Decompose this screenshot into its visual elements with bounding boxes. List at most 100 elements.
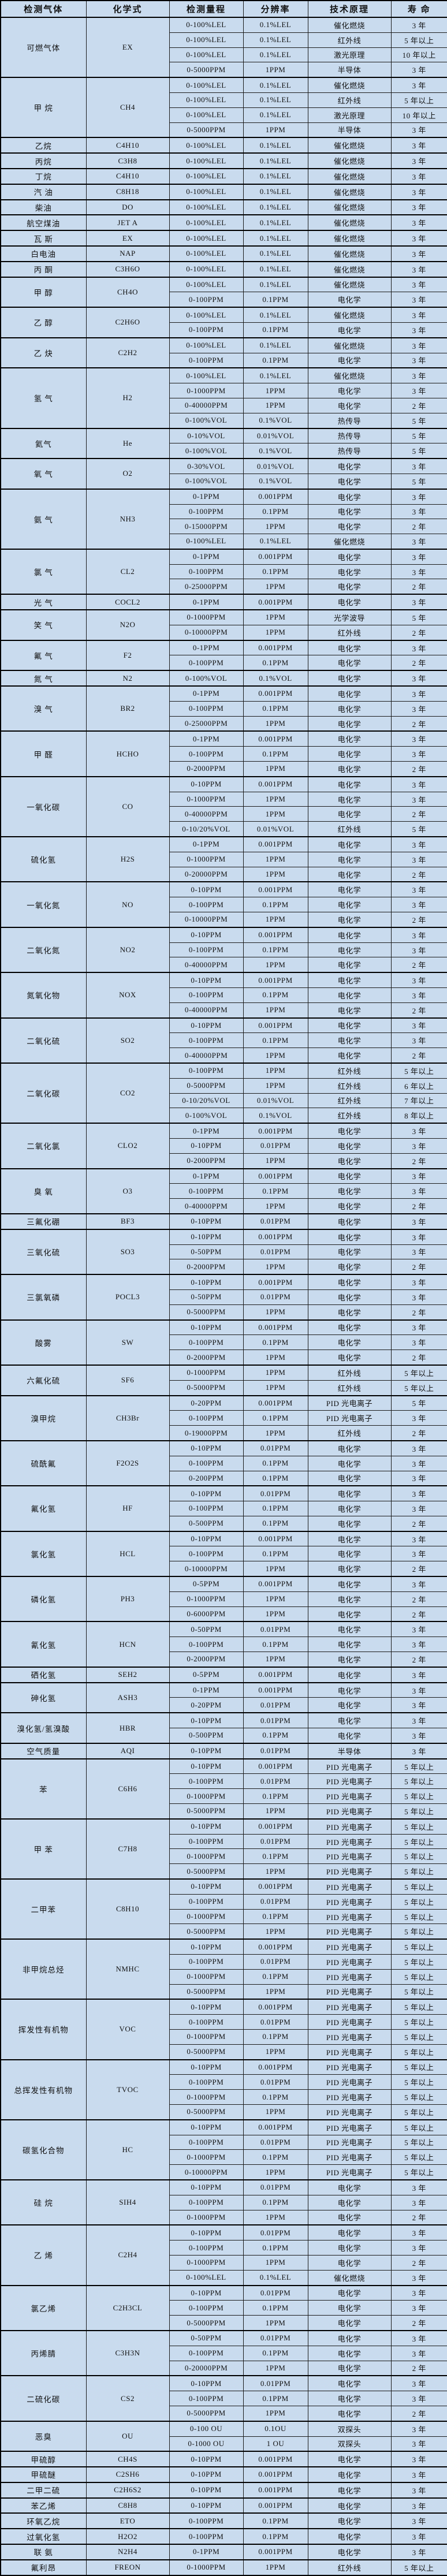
formula-cell: AQI (85, 1742, 170, 1759)
resolution-cell: 0.001PPM (243, 639, 308, 656)
table-row: 0-10000PPM 1PPM 电化学 2 年 (1, 912, 447, 928)
principle-cell: 红外线 (307, 1108, 392, 1124)
table-row: 0-10/20%VOL 0.01%VOL 红外线 7 年以上 (1, 1093, 447, 1109)
principle-cell: 电化学 (307, 1334, 392, 1351)
principle-cell: 电化学 (307, 564, 392, 580)
resolution-cell: 0.1%LEL (243, 199, 308, 215)
table-row: 0-5000PPM 1PPM PID 光电离子 5 年以上 (1, 1984, 447, 2000)
table-row: 甲硫醇 CH4S 0-10PPM 0.001PPM 电化学 3 年 (0, 2451, 447, 2467)
life-cell: 3 年 (390, 1728, 447, 1744)
principle-cell: 催化燃烧 (307, 367, 392, 384)
life-cell: 3 年 (390, 504, 447, 520)
range-cell: 0-1000PPM (169, 2029, 244, 2045)
gas-name-cell: 甲 苯 (0, 1818, 87, 1880)
range-cell: 0-10PPM (169, 881, 244, 898)
resolution-cell: 0.01PPM (243, 1485, 308, 1502)
life-cell: 5 年 (390, 1395, 447, 1411)
formula-cell: CO2 (85, 1062, 170, 1124)
range-cell: 0-10/20%VOL (169, 1093, 244, 1109)
life-cell: 5 年以上 (390, 1984, 447, 2000)
principle-cell: 电化学 (307, 2194, 392, 2210)
principle-cell: 电化学 (307, 1349, 392, 1366)
principle-cell: PID 光电离子 (307, 2029, 392, 2045)
life-cell: 3 年 (390, 1576, 447, 1592)
resolution-cell: 0.01PPM (243, 1954, 308, 1970)
range-cell: 0-100%LEL (169, 183, 244, 200)
table-row: 氢 气 H2 0-100%LEL 0.1%LEL 催化燃烧 3 年 (0, 367, 447, 429)
life-cell: 3 年 (390, 972, 447, 989)
life-cell: 2 年 (390, 1515, 447, 1532)
life-cell: 5 年以上 (390, 92, 447, 108)
gas-name-cell: 丙 酮 (0, 260, 87, 278)
formula-cell: PH3 (85, 1576, 170, 1622)
resolution-cell: 1PPM (243, 1259, 308, 1275)
resolution-cell: 0.1PPM (243, 2240, 308, 2256)
life-cell: 2 年 (390, 806, 447, 822)
range-cell: 0-25000PPM (169, 715, 244, 732)
resolution-cell: 0.01PPM (243, 1289, 308, 1305)
life-cell: 3 年 (390, 1410, 447, 1426)
resolution-cell: 0.001PPM (243, 730, 308, 747)
resolution-cell: 0.1PPM (243, 1546, 308, 1562)
life-cell: 2 年 (390, 957, 447, 973)
principle-cell: 催化燃烧 (307, 337, 392, 353)
gas-name-cell: 恶臭 (0, 2420, 87, 2452)
principle-cell: 电化学 (307, 1712, 392, 1729)
principle-cell: 电化学 (307, 2329, 392, 2346)
table-row: 氯化氢 HCL 0-10PPM 0.001PPM 电化学 3 年 (0, 1530, 447, 1577)
range-cell: 0-5000PPM (169, 2044, 244, 2060)
principle-cell: PID 光电离子 (307, 2134, 392, 2150)
gas-name-cell: 乙 炔 (0, 337, 87, 368)
principle-cell: 电化学 (307, 1440, 392, 1456)
life-cell: 3 年 (390, 639, 447, 656)
resolution-cell: 0.01PPM (243, 2179, 308, 2195)
table-row: 0-100PPM 0.1PPM 电化学 3 年 (1, 1032, 447, 1049)
life-cell: 3 年 (390, 685, 447, 702)
principle-cell: 电化学 (307, 1198, 392, 1214)
principle-cell: 电化学 (307, 1485, 392, 1502)
life-cell: 3 年 (390, 1546, 447, 1562)
life-cell: 3 年 (390, 1530, 447, 1547)
gas-name-cell: 氟利昂 (0, 2559, 87, 2576)
table-row: 0-100PPM 0.1PPM 电化学 3 年 (1, 322, 447, 338)
table-row: 0-100PPM 0.01PPM PID 光电离子 5 年以上 (1, 1773, 447, 1790)
range-cell: 0-1000PPM (169, 791, 244, 807)
principle-cell: 电化学 (307, 2391, 392, 2406)
formula-cell: JET A (85, 214, 170, 231)
range-cell: 0-1PPM (169, 488, 244, 505)
life-cell: 5 年以上 (390, 2029, 447, 2045)
gas-table-body: 可燃气体 EX 0-100%LEL 0.1%LEL 催化燃烧 3 年 0-100%LEL 0.… (0, 16, 447, 2576)
principle-cell: 电化学 (307, 897, 392, 913)
principle-cell: PID 光电离子 (307, 2059, 392, 2075)
formula-cell: POCL3 (85, 1274, 170, 1321)
resolution-cell: 0.01%VOL (243, 427, 308, 444)
principle-cell: 电化学 (307, 2254, 392, 2271)
principle-cell: 电化学 (307, 730, 392, 747)
range-cell: 0-100PPM (169, 700, 244, 717)
life-cell: 5 年以上 (390, 1999, 447, 2015)
principle-cell: PID 光电离子 (307, 1999, 392, 2015)
range-cell: 0-100%VOL (169, 473, 244, 490)
resolution-cell: 0.01PPM (243, 1712, 308, 1729)
formula-cell: HCHO (85, 730, 170, 777)
principle-cell: 电化学 (307, 2300, 392, 2316)
table-row: 0-50PPM 0.01PPM 电化学 3 年 (1, 1289, 447, 1305)
resolution-cell: 0.001PPM (243, 1530, 308, 1547)
principle-cell: 电化学 (307, 1123, 392, 1139)
range-cell: 0-19000PPM (169, 1425, 244, 1441)
table-row: 0-40000PPM 1PPM 电化学 2 年 (1, 1002, 447, 1019)
life-cell: 2 年 (390, 1349, 447, 1366)
table-row: 0-2000PPM 1PPM 电化学 2 年 (1, 1153, 447, 1169)
resolution-cell: 0.01%VOL (243, 821, 308, 837)
range-cell: 0-100PPM (169, 1773, 244, 1790)
table-row: 三氧化硫 SO3 0-10PPM 0.001PPM 电化学 3 年 (0, 1228, 447, 1275)
resolution-cell: 0.01PPM (243, 2014, 308, 2030)
table-row: 0-100%LEL 0.1%LEL 红外线 5 年以上 (1, 32, 447, 48)
table-row: 氨 气 NH3 0-1PPM 0.001PPM 电化学 3 年 (0, 488, 447, 550)
gas-name-cell: 三氧化硫 (0, 1228, 87, 1275)
gas-name-cell: 溴化氢/氢溴酸 (0, 1712, 87, 1744)
table-row: 非甲烷总烃 NMHC 0-10PPM 0.001PPM PID 光电离子 5 年以上 (0, 1938, 447, 2000)
range-cell: 0-10PPM (169, 1758, 244, 1775)
gas-name-cell: 氯乙烯 (0, 2284, 87, 2331)
principle-cell: 催化燃烧 (307, 245, 392, 262)
